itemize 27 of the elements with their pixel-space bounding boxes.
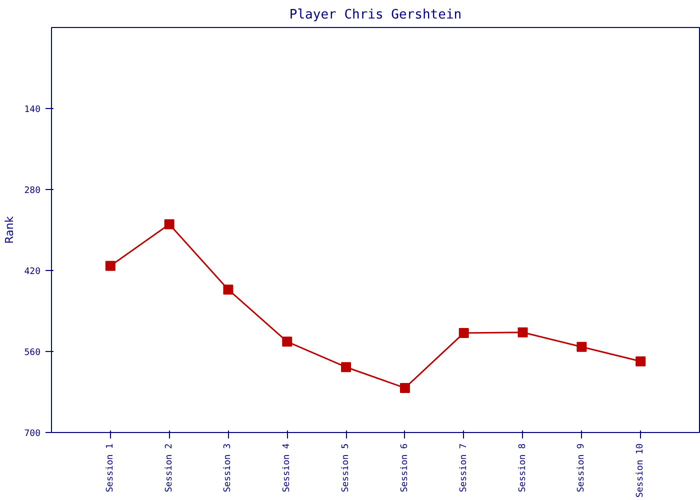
x-tick-label: Session 7 [458,443,469,492]
point [636,356,646,366]
y-tick-label: 700 [24,429,41,439]
x-tick-label: Session 5 [341,443,352,492]
point [518,327,528,338]
y-tick-label: 280 [24,186,41,196]
point [341,362,352,372]
y-tick-label: 140 [24,105,41,115]
x-tick-label: Session 3 [223,443,234,492]
x-tick-label: Session 10 [636,443,646,498]
x-tick-label: Session 9 [576,443,587,492]
point [282,336,292,347]
y-tick-label: 560 [24,348,41,358]
point [164,219,174,230]
y-axis-title: Rank [3,216,16,244]
x-tick-label: Session 2 [164,443,174,492]
x-tick-label: Session 8 [518,443,528,492]
point [105,260,116,271]
chart-title: Player Chris Gershtein [289,8,462,22]
point [400,382,410,393]
point [458,328,469,338]
y-tick-label: 420 [24,267,41,277]
x-tick-label: Session 1 [105,443,116,492]
x-tick-label: Session 6 [400,443,410,492]
point [576,342,587,352]
x-tick-label: Session 4 [282,443,292,492]
point [223,284,234,295]
